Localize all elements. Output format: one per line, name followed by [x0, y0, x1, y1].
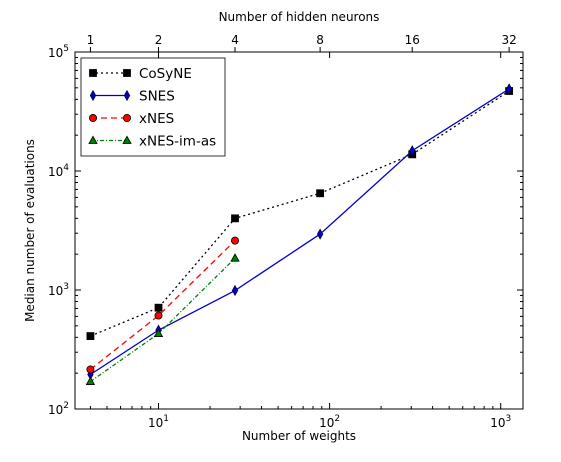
series-layer — [85, 83, 514, 385]
data-point — [409, 145, 416, 157]
legend-marker — [123, 114, 132, 123]
series-line — [90, 90, 510, 337]
x-tick-label-base: 10 — [319, 416, 334, 430]
series-line — [90, 240, 236, 370]
legend-marker — [89, 89, 97, 102]
y-tick-label-base: 10 — [48, 403, 63, 417]
top-tick-label: 32 — [501, 33, 516, 47]
data-point — [153, 328, 164, 338]
data-point — [154, 311, 163, 320]
top-tick-label: 8 — [316, 33, 324, 47]
y-tick-label: 103 — [48, 282, 69, 298]
top-tick-label: 1 — [87, 33, 95, 47]
x-axis-title: Number of weights — [242, 429, 356, 443]
y-tick-label-exp: 2 — [63, 401, 69, 411]
x-tick-label: 103 — [490, 414, 511, 430]
series-line — [90, 88, 510, 376]
y-tick-label-exp: 3 — [63, 282, 69, 292]
data-point — [505, 83, 513, 95]
x-tick-label-base: 10 — [148, 416, 163, 430]
legend-label: SNES — [139, 89, 175, 105]
data-point — [231, 214, 239, 223]
data-point — [86, 332, 95, 340]
y-tick-label-base: 10 — [48, 165, 63, 179]
y-tick-label: 104 — [48, 163, 69, 179]
legend-marker — [88, 135, 98, 144]
top-tick-label: 16 — [405, 33, 420, 47]
data-point — [85, 376, 96, 385]
legend-marker — [123, 89, 131, 102]
data-point — [316, 189, 325, 198]
y-tick-label: 105 — [48, 44, 69, 60]
data-point — [231, 236, 240, 245]
series-line — [90, 257, 236, 383]
y-axis-title: Median number of evaluations — [23, 139, 37, 322]
legend-label: CoSyNE — [139, 66, 192, 82]
x-tick-label: 101 — [148, 414, 169, 430]
y-tick-label-exp: 4 — [63, 163, 69, 173]
legend-marker — [122, 135, 132, 144]
legend-box — [80, 57, 226, 157]
x-tick-label-exp: 1 — [163, 414, 169, 424]
legend-label: xNES-im-as — [139, 134, 216, 150]
y-tick-label-base: 10 — [48, 284, 63, 298]
top-tick-label: 2 — [155, 33, 163, 47]
legend-marker — [123, 69, 131, 77]
x-tick-label-exp: 2 — [334, 414, 340, 424]
top-axis-title: Number of hidden neurons — [219, 10, 380, 24]
data-point — [231, 284, 239, 297]
y-tick-label-base: 10 — [48, 46, 63, 60]
legend: CoSyNE SNES xNES xNES-im-as — [80, 57, 226, 157]
data-point — [86, 365, 95, 374]
x-tick-label-exp: 3 — [505, 414, 511, 424]
top-tick-label: 4 — [231, 33, 239, 47]
data-point — [154, 303, 163, 312]
legend-marker — [89, 114, 98, 123]
y-tick-label: 102 — [48, 401, 69, 417]
x-tick-label: 102 — [319, 414, 340, 430]
y-tick-label-exp: 5 — [63, 44, 69, 54]
legend-marker — [89, 69, 97, 77]
plot-frame — [74, 51, 524, 410]
x-tick-label-base: 10 — [490, 416, 505, 430]
series-xnes-im-as — [85, 253, 240, 385]
legend-label: xNES — [139, 111, 174, 127]
series-xnes — [86, 236, 240, 374]
data-point — [316, 228, 324, 240]
data-point — [230, 253, 240, 262]
